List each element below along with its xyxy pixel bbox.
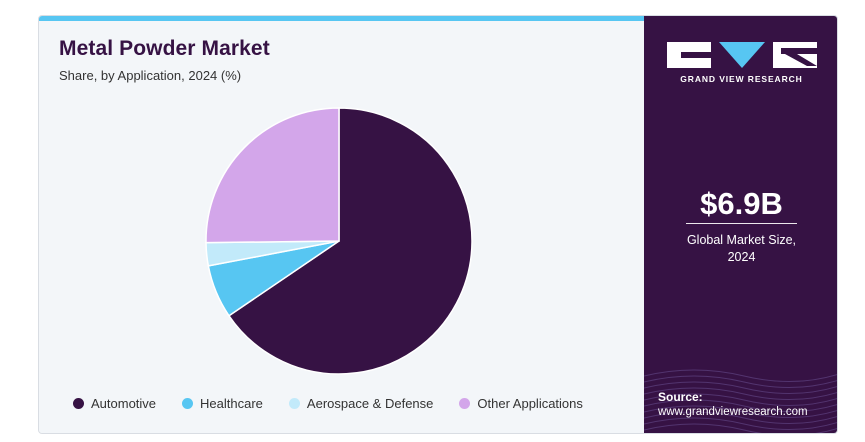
market-size-label-line1: Global Market Size,	[686, 233, 797, 247]
legend-swatch-aerospace-defense	[288, 398, 300, 409]
pie-slice-other-applications	[205, 107, 340, 244]
info-panel: GRAND VIEW RESEARCH $6.9B Global Market …	[644, 16, 837, 433]
legend-swatch-healthcare	[182, 398, 194, 409]
source-label: Source:	[658, 390, 703, 404]
legend-item-aerospace-defense: Aerospace & Defense	[288, 396, 434, 411]
chart-card: Metal Powder Market Share, by Applicatio…	[38, 15, 838, 434]
value-divider	[686, 223, 797, 224]
legend-label-other-applications: Other Applications	[477, 396, 583, 411]
market-size-value: $6.9B	[700, 186, 783, 221]
chart-panel: Metal Powder Market Share, by Applicatio…	[39, 16, 644, 433]
legend-label-aerospace-defense: Aerospace & Defense	[306, 396, 434, 411]
legend-label-healthcare: Healthcare	[200, 396, 263, 411]
gvr-logo-icon	[667, 42, 817, 68]
pie-slice-automotive	[227, 107, 473, 375]
chart-subtitle: Share, by Application, 2024 (%)	[59, 68, 242, 83]
chart-title: Metal Powder Market	[59, 37, 270, 60]
legend-item-automotive: Automotive	[73, 396, 156, 411]
accent-bar	[39, 16, 644, 21]
source-wave-pattern	[644, 369, 837, 433]
legend-item-other-applications: Other Applications	[459, 396, 583, 411]
legend-swatch-other-applications	[459, 398, 471, 409]
market-size-label: Global Market Size, 2024	[644, 232, 837, 266]
market-size-label-line2: 2024	[727, 250, 756, 264]
source-url: www.grandviewresearch.com	[658, 406, 808, 418]
legend-label-automotive: Automotive	[91, 396, 157, 411]
pie-chart	[205, 107, 473, 375]
legend-item-healthcare: Healthcare	[182, 396, 263, 411]
legend-swatch-automotive	[73, 398, 84, 409]
chart-legend: Automotive Healthcare Aerospace & Defense O…	[73, 396, 609, 411]
brand-name: GRAND VIEW RESEARCH	[680, 74, 803, 84]
